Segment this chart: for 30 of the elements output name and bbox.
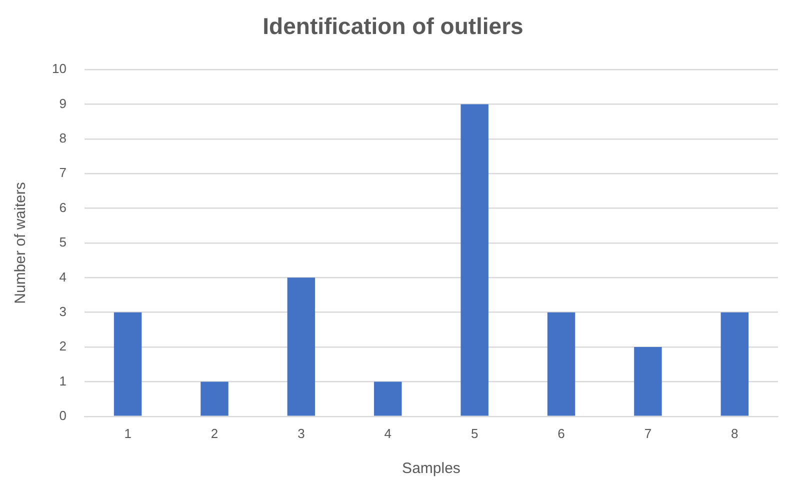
bar — [287, 278, 316, 416]
x-tick-label: 5 — [470, 426, 478, 441]
bar — [634, 347, 662, 416]
bar — [114, 312, 142, 416]
x-tick-label: 7 — [644, 426, 652, 441]
bar — [374, 382, 402, 416]
y-tick-label: 2 — [59, 338, 66, 354]
x-tick-label: 8 — [731, 426, 738, 441]
y-tick-label: 5 — [59, 234, 66, 250]
y-tick-label: 8 — [59, 130, 66, 146]
y-tick-label: 4 — [59, 269, 66, 284]
bar — [460, 104, 488, 416]
x-tick-label: 2 — [210, 426, 218, 441]
x-tick-label: 6 — [558, 426, 565, 441]
x-tick-label: 1 — [124, 426, 132, 441]
y-tick-label: 0 — [59, 408, 66, 423]
bar — [200, 382, 228, 416]
y-tick-label: 10 — [52, 61, 66, 76]
y-axis-title: Number of waiters — [12, 182, 30, 304]
y-tick-label: 9 — [59, 96, 66, 111]
bar — [547, 312, 576, 416]
chart-title: Identification of outliers — [262, 13, 524, 40]
y-tick-label: 1 — [59, 373, 66, 388]
x-axis-title: Samples — [402, 460, 460, 478]
x-tick-label: 3 — [298, 426, 305, 441]
y-tick-label: 6 — [59, 200, 66, 215]
y-tick-label: 3 — [59, 304, 66, 319]
y-tick-label: 7 — [59, 165, 66, 180]
bar — [720, 312, 749, 416]
x-tick-label: 4 — [384, 426, 392, 441]
